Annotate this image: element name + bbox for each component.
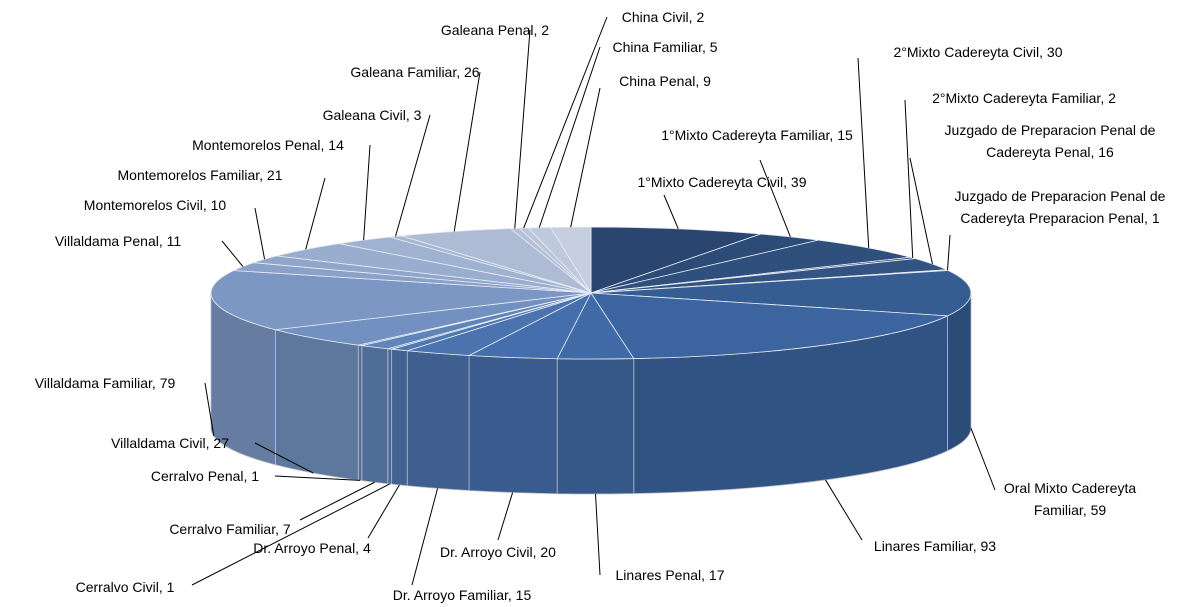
data-label: Montemorelos Civil, 10 <box>83 197 227 213</box>
slice <box>590 270 972 317</box>
slice <box>590 226 761 294</box>
leader-line <box>411 488 439 586</box>
leader-line <box>221 240 244 267</box>
data-label: Dr. Arroyo Penal, 4 <box>253 540 371 556</box>
leader-line <box>909 157 933 265</box>
slice-side <box>357 344 363 482</box>
data-label: Montemorelos Penal, 14 <box>192 137 344 153</box>
leader-line <box>970 428 996 491</box>
leader-line <box>497 492 514 541</box>
data-label: Villaldama Familiar, 79 <box>34 375 176 391</box>
leader-line <box>825 479 863 541</box>
data-label: Cerralvo Familiar, 7 <box>169 521 291 537</box>
slice <box>590 239 911 294</box>
leader-line <box>204 382 215 437</box>
leader-line <box>570 87 601 228</box>
data-label: Oral Mixto Cadereyta Familiar, 59 <box>1003 480 1137 518</box>
data-label: 2°Mixto Cadereyta Civil, 30 <box>893 44 1063 60</box>
data-label: Juzgado de Preparacion Penal de Cadereyt… <box>944 122 1156 160</box>
leader-line <box>453 71 481 232</box>
leader-line <box>514 29 531 229</box>
leader-line <box>191 483 390 586</box>
slice <box>549 226 592 295</box>
slice <box>210 270 592 331</box>
leader-line <box>254 207 266 260</box>
data-label: Linares Penal, 17 <box>615 567 725 583</box>
slice-side <box>387 348 393 485</box>
data-label: Villaldama Civil, 27 <box>110 435 230 451</box>
slice <box>590 292 948 359</box>
data-label: Juzgado de Preparacion Penal de Cadereyt… <box>954 188 1166 226</box>
slice-side <box>391 348 408 487</box>
leader-line <box>663 194 679 229</box>
data-label: Cerralvo Civil, 1 <box>75 579 175 595</box>
data-label: Villaldama Penal, 11 <box>54 233 182 249</box>
data-label: Galeana Penal, 2 <box>440 22 550 38</box>
slice-side <box>468 355 558 495</box>
data-label: Linares Familiar, 93 <box>873 538 997 554</box>
data-label: Dr. Arroyo Civil, 20 <box>440 544 556 560</box>
leader-line <box>857 57 870 248</box>
leader-line <box>538 46 601 228</box>
data-label: 2°Mixto Cadereyta Familiar, 2 <box>932 90 1116 106</box>
data-label: China Familiar, 5 <box>612 39 718 55</box>
data-label: Galeana Familiar, 26 <box>350 64 480 80</box>
leader-line <box>274 475 361 481</box>
data-label: China Civil, 2 <box>621 9 705 25</box>
leader-line <box>299 481 375 521</box>
slice-side <box>406 350 470 491</box>
leader-line <box>947 234 951 271</box>
leader-line <box>395 114 431 237</box>
data-label: 1°Mixto Cadereyta Civil, 39 <box>637 174 807 190</box>
leader-line <box>595 493 601 576</box>
slice-side <box>275 329 359 481</box>
slice-side <box>556 358 635 495</box>
data-label: China Penal, 9 <box>619 73 711 89</box>
leader-line <box>363 144 371 241</box>
leader-line <box>305 177 326 250</box>
leader-line <box>367 484 400 539</box>
data-label: Cerralvo Penal, 1 <box>150 468 260 484</box>
leader-line <box>254 442 314 474</box>
data-label: Montemorelos Familiar, 21 <box>117 167 283 183</box>
leader-line <box>904 99 914 258</box>
leader-line <box>523 16 608 229</box>
leader-line <box>759 159 791 237</box>
data-label: Galeana Civil, 3 <box>322 107 422 123</box>
data-label: 1°Mixto Cadereyta Familiar, 15 <box>661 127 853 143</box>
slice-side <box>361 345 389 485</box>
slice-side <box>947 292 972 452</box>
data-label: Dr. Arroyo Familiar, 15 <box>392 587 532 603</box>
